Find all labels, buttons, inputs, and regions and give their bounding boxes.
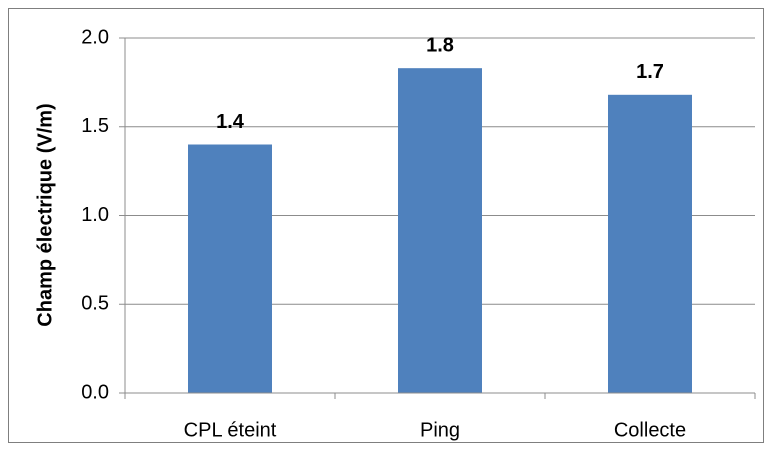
value-label: 1.8 [426, 34, 454, 56]
bar [398, 68, 482, 394]
y-axis-title: Champ électrique (V/m) [34, 103, 56, 326]
y-tick-label: 0.5 [81, 293, 109, 315]
x-tick-label: Ping [420, 419, 460, 441]
bar [188, 144, 272, 393]
y-tick-label: 0.0 [81, 381, 109, 403]
y-tick-label: 1.5 [81, 115, 109, 137]
y-tick-label: 1.0 [81, 204, 109, 226]
bar [608, 94, 692, 394]
value-label: 1.7 [636, 61, 664, 83]
x-tick-label: CPL éteint [184, 419, 277, 441]
y-tick-label: 2.0 [81, 26, 109, 48]
value-label: 1.4 [216, 111, 245, 133]
x-tick-label: Collecte [614, 419, 686, 441]
